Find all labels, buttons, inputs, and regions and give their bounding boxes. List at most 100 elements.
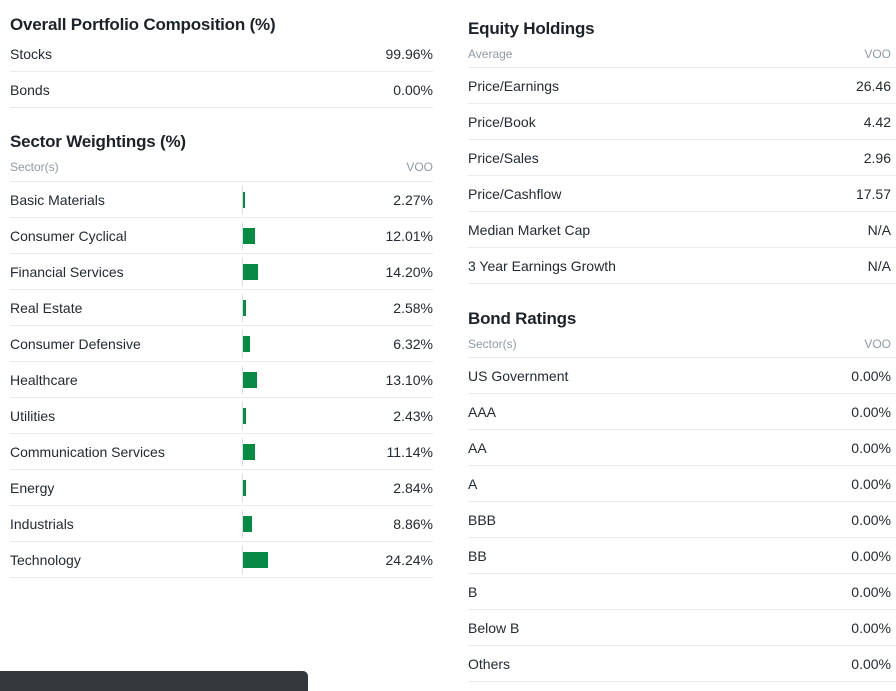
voo-column-header: VOO <box>406 160 433 174</box>
table-row: A 0.00% <box>468 466 896 502</box>
row-value: 26.46 <box>855 77 891 94</box>
sector-weightings-title: Sector Weightings (%) <box>10 132 186 151</box>
row-label: Below B <box>468 619 520 636</box>
weighting-bar-zone <box>242 437 367 466</box>
row-value: 6.32% <box>393 335 433 352</box>
table-row: AAA 0.00% <box>468 394 896 430</box>
sector-weightings-table: Basic Materials 2.27% Consumer Cyclical 12.… <box>10 182 433 578</box>
bottom-snackbar[interactable] <box>0 671 308 691</box>
row-label: Price/Cashflow <box>468 185 562 202</box>
row-label: Others <box>468 655 511 672</box>
table-row: Consumer Defensive 6.32% <box>10 326 433 362</box>
row-label: A <box>468 475 478 492</box>
row-value: N/A <box>867 257 891 274</box>
weighting-bar <box>243 443 255 460</box>
weighting-bar <box>243 191 246 208</box>
row-label: BBB <box>468 511 497 528</box>
row-value: 14.20% <box>385 263 433 280</box>
row-value: 24.24% <box>385 551 433 568</box>
table-row: Others 0.00% <box>468 646 896 682</box>
row-value: 0.00% <box>851 475 891 492</box>
table-row: Technology 24.24% <box>10 542 433 578</box>
table-row: Utilities 2.43% <box>10 398 433 434</box>
weighting-bar <box>243 479 246 496</box>
table-row: Bonds 0.00% <box>10 72 433 108</box>
row-label: Price/Sales <box>468 149 539 166</box>
row-value: 0.00% <box>851 619 891 636</box>
row-value: 2.84% <box>393 479 433 496</box>
left-column: Overall Portfolio Composition (%) Stocks… <box>10 0 433 682</box>
table-row: Price/Book 4.42 <box>468 104 896 140</box>
table-row: Real Estate 2.58% <box>10 290 433 326</box>
table-row: Median Market Cap N/A <box>468 212 896 248</box>
bond-ratings-header-row: Sector(s) VOO <box>468 330 896 358</box>
table-row: BBB 0.00% <box>468 502 896 538</box>
row-label: Consumer Defensive <box>10 335 141 352</box>
table-row: B 0.00% <box>468 574 896 610</box>
sector-column-header: Sector(s) <box>468 336 517 351</box>
row-label: Price/Earnings <box>468 77 560 94</box>
row-value: 0.00% <box>851 583 891 600</box>
row-label: B <box>468 583 478 600</box>
table-row: BB 0.00% <box>468 538 896 574</box>
weighting-bar <box>243 263 258 280</box>
weighting-bar-zone <box>242 221 367 250</box>
weighting-bar <box>243 299 246 316</box>
row-label: Communication Services <box>10 443 165 460</box>
row-value: 12.01% <box>385 227 433 244</box>
row-value: 17.57 <box>855 185 891 202</box>
row-label: Technology <box>10 551 81 568</box>
equity-holdings-title: Equity Holdings <box>468 19 595 38</box>
row-label: BB <box>468 547 487 564</box>
voo-column-header: VOO <box>864 46 891 61</box>
table-row: Below B 0.00% <box>468 610 896 646</box>
weighting-bar <box>243 335 250 352</box>
row-label: Energy <box>10 479 55 496</box>
weighting-bar-zone <box>242 257 367 286</box>
row-label: Basic Materials <box>10 191 105 208</box>
table-row: AA 0.00% <box>468 430 896 466</box>
table-row: Price/Cashflow 17.57 <box>468 176 896 212</box>
bond-ratings-table: US Government 0.00% AAA 0.00% AA 0.00% A 0.00% B… <box>468 358 896 682</box>
weighting-bar-zone <box>242 473 367 502</box>
weighting-bar-zone <box>242 365 367 394</box>
row-value: 8.86% <box>393 515 433 532</box>
bond-ratings-title: Bond Ratings <box>468 309 577 328</box>
right-column: Equity Holdings Average VOO Price/Earnin… <box>468 0 896 682</box>
row-value: 13.10% <box>385 371 433 388</box>
weighting-bar-zone <box>242 329 367 358</box>
weighting-bar-zone <box>242 293 367 322</box>
weighting-bar-zone <box>242 185 367 214</box>
row-label: Utilities <box>10 407 56 424</box>
row-label: Industrials <box>10 515 74 532</box>
table-row: Financial Services 14.20% <box>10 254 433 290</box>
table-row: Price/Sales 2.96 <box>468 140 896 176</box>
row-value: 4.42 <box>863 113 891 130</box>
row-value: 2.96 <box>863 149 891 166</box>
weighting-bar-zone <box>242 401 367 430</box>
table-row: Price/Earnings 26.46 <box>468 68 896 104</box>
weighting-bar <box>243 407 246 424</box>
row-value: 99.96% <box>385 45 433 62</box>
table-row: Industrials 8.86% <box>10 506 433 542</box>
row-label: 3 Year Earnings Growth <box>468 257 616 274</box>
row-value: 2.58% <box>393 299 433 316</box>
row-value: 0.00% <box>851 547 891 564</box>
row-label: Price/Book <box>468 113 536 130</box>
row-label: AA <box>468 439 487 456</box>
row-value: 0.00% <box>393 81 433 98</box>
weighting-bar-zone <box>242 545 367 574</box>
row-label: Bonds <box>10 81 50 98</box>
equity-holdings-table: Price/Earnings 26.46 Price/Book 4.42 Price/S… <box>468 68 896 284</box>
sector-column-header: Sector(s) <box>10 160 59 174</box>
row-value: 11.14% <box>386 443 433 460</box>
table-row: Energy 2.84% <box>10 470 433 506</box>
row-label: Financial Services <box>10 263 124 280</box>
row-label: Real Estate <box>10 299 83 316</box>
table-row: Consumer Cyclical 12.01% <box>10 218 433 254</box>
row-value: 0.00% <box>851 439 891 456</box>
row-value: N/A <box>867 221 891 238</box>
row-label: US Government <box>468 367 569 384</box>
weighting-bar <box>243 551 268 568</box>
